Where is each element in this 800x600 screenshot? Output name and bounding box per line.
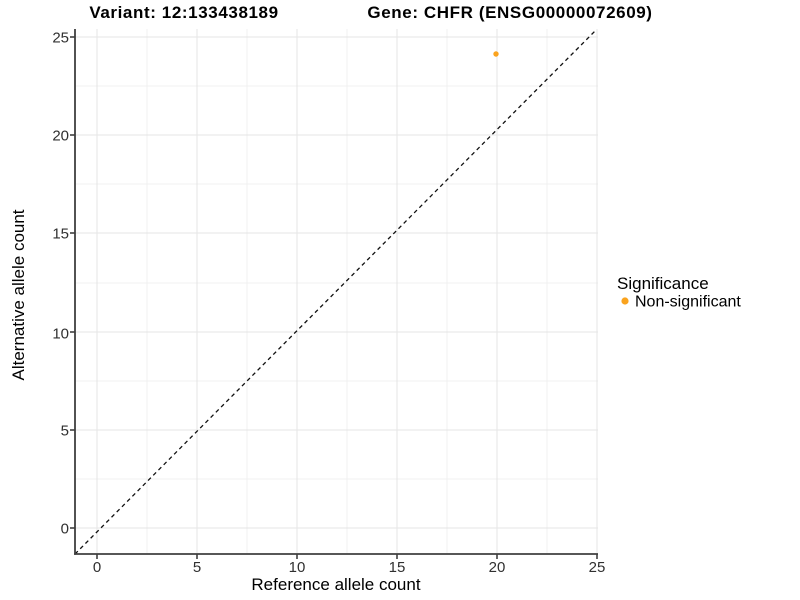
x-tick-label: 0: [93, 559, 101, 576]
legend-entry-label: Non-significant: [635, 294, 741, 311]
legend-marker-circle-icon: [621, 297, 629, 305]
y-tick-label: 5: [61, 423, 69, 440]
x-tick-label: 5: [193, 559, 201, 576]
identity-dashed-line: [74, 29, 597, 555]
x-axis-title: Reference allele count: [251, 575, 420, 594]
x-tick-label: 25: [589, 559, 606, 576]
y-tick-label: 0: [61, 521, 69, 538]
plot-title-variant: Variant: 12:133438189: [89, 3, 278, 22]
grid-minor-lines: [75, 29, 598, 553]
y-axis-title: Alternative allele count: [9, 209, 28, 380]
y-tick-label: 15: [52, 226, 69, 243]
data-point-non-significant: [493, 51, 499, 57]
y-tick-marks: [70, 36, 75, 529]
x-tick-labels: 0 5 10 15 20 25: [93, 559, 606, 576]
y-tick-labels: 0 5 10 15 20 25: [52, 30, 69, 538]
x-tick-label: 10: [289, 559, 306, 576]
y-tick-label: 25: [52, 30, 69, 47]
legend-title: Significance: [617, 274, 709, 293]
grid-major-lines: [75, 29, 598, 553]
x-tick-marks: [96, 554, 598, 559]
y-tick-label: 10: [52, 326, 69, 343]
x-tick-label: 15: [389, 559, 406, 576]
y-tick-label: 20: [52, 128, 69, 145]
legend: Significance Non-significant: [617, 274, 741, 311]
plot-title-gene: Gene: CHFR (ENSG00000072609): [367, 3, 652, 22]
x-tick-label: 20: [489, 559, 506, 576]
